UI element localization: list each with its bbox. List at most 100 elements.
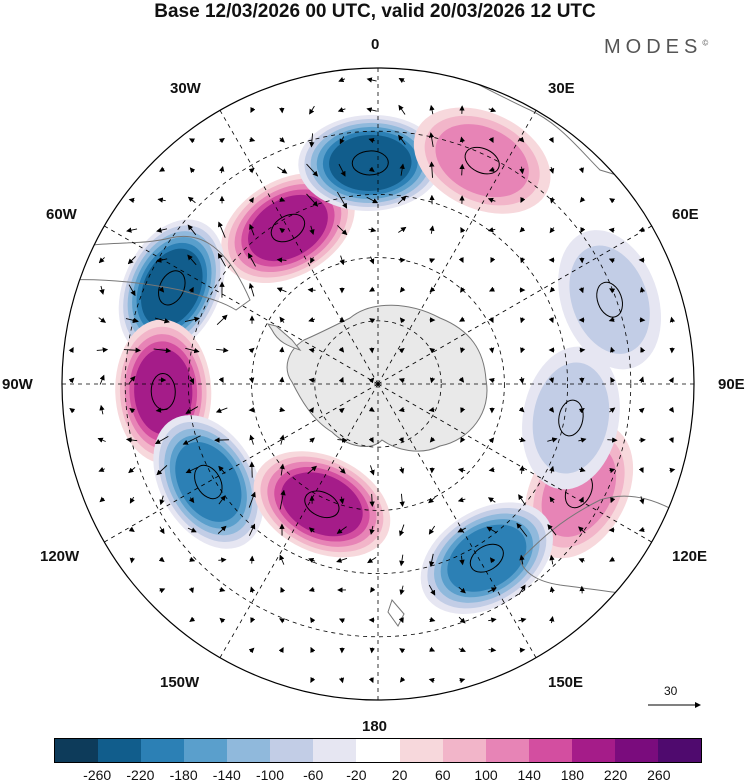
wind-vector xyxy=(338,407,345,414)
wind-vector xyxy=(458,376,465,383)
wind-vector xyxy=(609,556,616,562)
wind-vector xyxy=(487,197,496,203)
wind-vector xyxy=(187,527,197,533)
wind-vector xyxy=(249,555,255,564)
antarctica-landmass xyxy=(286,304,488,452)
wind-vector xyxy=(309,105,315,115)
wind-vector xyxy=(306,193,319,207)
anomaly-core-contour xyxy=(596,281,623,318)
wind-vector xyxy=(189,376,195,385)
wind-vector xyxy=(128,467,136,474)
wind-vector xyxy=(578,437,587,443)
wind-vector xyxy=(279,618,286,624)
wind-vector xyxy=(368,677,374,684)
wind-vectors xyxy=(68,77,676,684)
wind-vector xyxy=(459,677,466,684)
wind-vector xyxy=(549,554,555,565)
wind-vector xyxy=(248,347,255,354)
wind-vector xyxy=(98,257,105,264)
wind-vector xyxy=(520,257,526,264)
wind-vector xyxy=(520,317,526,324)
anomaly-core-contour xyxy=(351,150,389,176)
wind-vector xyxy=(123,347,141,353)
wind-vector xyxy=(308,586,315,592)
wind-vector xyxy=(610,346,616,353)
wind-vector xyxy=(429,161,435,178)
wind-vector xyxy=(429,104,435,115)
colorbar-swatch xyxy=(657,739,701,762)
colorbar-tick-label: 100 xyxy=(474,767,498,783)
colorbar-tick-label: 260 xyxy=(647,767,671,783)
wind-vector xyxy=(548,406,555,413)
wind-vector xyxy=(366,196,379,204)
wind-vector xyxy=(518,406,525,413)
wind-vector xyxy=(370,586,376,593)
wind-vector xyxy=(125,437,138,443)
wind-vector xyxy=(398,406,405,413)
wind-vector xyxy=(98,466,105,472)
colorbar xyxy=(54,738,702,763)
wind-vector xyxy=(608,316,615,322)
wind-vector xyxy=(159,166,166,172)
wind-vector xyxy=(458,647,466,653)
wind-vector xyxy=(460,286,466,293)
wind-vector xyxy=(399,493,405,508)
wind-vector xyxy=(188,587,194,594)
wind-vector xyxy=(399,286,406,293)
wind-vector xyxy=(460,436,466,443)
wind-vector xyxy=(156,465,168,476)
wind-vector xyxy=(399,676,406,683)
wind-vector xyxy=(218,376,224,384)
colorbar-swatch xyxy=(141,739,185,762)
colorbar-tick-label: 20 xyxy=(391,767,408,783)
wind-vector xyxy=(458,586,466,594)
wind-vector xyxy=(250,106,256,114)
wind-vector xyxy=(399,585,405,596)
wind-vector xyxy=(668,406,674,413)
latitude-circle xyxy=(251,257,505,511)
wind-vector xyxy=(549,227,555,234)
wind-vector xyxy=(460,407,466,414)
anomaly-core-contour xyxy=(158,270,186,306)
wind-vector xyxy=(519,376,525,384)
graticule xyxy=(62,68,694,700)
wind-vector xyxy=(549,586,555,593)
wind-vector xyxy=(549,286,556,293)
wind-vector xyxy=(458,257,464,264)
wind-vector xyxy=(338,677,345,684)
wind-vector xyxy=(488,378,495,384)
colorbar-swatch xyxy=(485,739,529,762)
wind-vector xyxy=(99,374,105,385)
wind-vector xyxy=(488,137,494,144)
wind-vector xyxy=(457,467,466,473)
wind-vector xyxy=(128,375,136,384)
wind-vector xyxy=(639,286,646,293)
wind-vector xyxy=(153,347,172,354)
wind-vector xyxy=(639,496,645,505)
wind-vector xyxy=(609,198,616,204)
anomaly-contour xyxy=(569,245,650,354)
colorbar-tick-label: -20 xyxy=(346,767,367,783)
wind-vector xyxy=(310,617,316,624)
map-title: Base 12/03/2026 00 UTC, valid 20/03/2026… xyxy=(154,1,596,22)
wind-vector xyxy=(398,378,405,384)
colorbar-swatch xyxy=(356,739,400,762)
wind-vector xyxy=(184,316,200,323)
wind-vector xyxy=(487,497,496,503)
wind-vector xyxy=(638,526,645,532)
colorbar-swatch xyxy=(442,739,486,762)
wind-vector xyxy=(129,557,135,564)
wind-vector xyxy=(185,347,200,354)
colorbar-tick-label: 180 xyxy=(560,767,585,783)
wind-vector xyxy=(398,134,406,145)
wind-vector xyxy=(398,437,404,444)
colorbar-tick-label: -140 xyxy=(212,767,241,783)
wind-vector xyxy=(397,195,407,205)
wind-vector xyxy=(368,137,375,144)
wind-vector xyxy=(216,347,229,353)
wind-vector xyxy=(337,107,346,113)
wind-vector xyxy=(429,377,436,384)
wind-vector xyxy=(488,347,495,354)
wind-vector xyxy=(338,618,345,624)
wind-vector xyxy=(219,617,226,624)
